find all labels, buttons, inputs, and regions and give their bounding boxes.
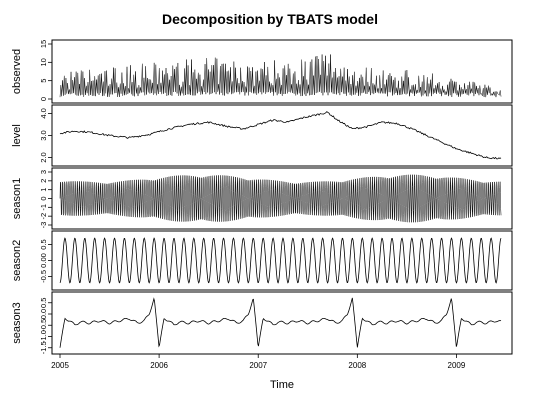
x-tick-label: 2009	[448, 361, 466, 370]
panel-season1: -3 -2 -1 0 1 2 3 season1	[11, 167, 513, 230]
y-tick-label: 3	[39, 170, 48, 174]
panels-group: 0 5 10 15 observed 2.0 3.0 4.0 level -3 -2 -1 0 1 2 3 se…	[11, 39, 513, 355]
panel-label-level: level	[11, 124, 23, 147]
series-line-season1	[59, 174, 502, 223]
panel-frame-level	[51, 104, 513, 167]
y-tick-label: -1.5	[39, 341, 48, 354]
y-tick-label: 2.0	[39, 152, 48, 162]
y-tick-label: -0.5	[39, 270, 48, 283]
panel-label-season1: season1	[11, 178, 23, 220]
y-tick-label: -1	[39, 204, 48, 211]
panel-label-season2: season2	[11, 240, 23, 282]
panel-label-observed: observed	[11, 49, 23, 94]
panel-season3: -1.5-1.0-0.50.00.5 season3	[11, 291, 513, 355]
x-tick-label: 2007	[249, 361, 267, 370]
y-tick-label: 0.00	[39, 253, 48, 268]
y-tick-label: 0.5	[39, 239, 48, 249]
panel-level: 2.0 3.0 4.0 level	[11, 104, 513, 167]
y-tick-label: -3	[39, 222, 48, 229]
x-tick-label: 2008	[348, 361, 366, 370]
x-tick-label: 2005	[51, 361, 69, 370]
y-tick-label: -2	[39, 213, 48, 220]
y-tick-label: 0	[39, 196, 48, 200]
y-tick-label: -1.0	[39, 330, 48, 343]
panel-observed: 0 5 10 15 observed	[11, 39, 513, 104]
chart-title: Decomposition by TBATS model	[162, 11, 378, 27]
y-tick-label: 0.5	[39, 298, 48, 308]
panel-label-season3: season3	[11, 302, 23, 344]
x-axis-label: Time	[270, 379, 294, 391]
y-tick-label: 0	[39, 97, 48, 101]
y-tick-label: 10	[39, 58, 48, 66]
y-tick-label: 0.0	[39, 309, 48, 319]
x-tick-label: 2006	[150, 361, 168, 370]
y-tick-label: -0.5	[39, 319, 48, 332]
series-line-level	[59, 111, 502, 160]
y-tick-label: 2	[39, 179, 48, 183]
y-tick-label: 4.0	[39, 108, 48, 118]
y-tick-label: 1	[39, 188, 48, 192]
panel-frame-season3	[51, 291, 513, 355]
series-line-observed	[59, 54, 502, 98]
panel-frame-season2	[51, 230, 513, 291]
series-line-season2	[59, 237, 502, 284]
panel-frame-observed	[51, 39, 513, 104]
y-tick-label: 15	[39, 40, 48, 48]
y-tick-label: 3.0	[39, 130, 48, 140]
panel-season2: -0.5 0.00 0.5 season2	[11, 230, 513, 291]
series-line-season3	[59, 297, 502, 348]
y-tick-label: 5	[39, 79, 48, 83]
x-axis: 2005 2006 2007 2008 2009	[51, 354, 466, 370]
